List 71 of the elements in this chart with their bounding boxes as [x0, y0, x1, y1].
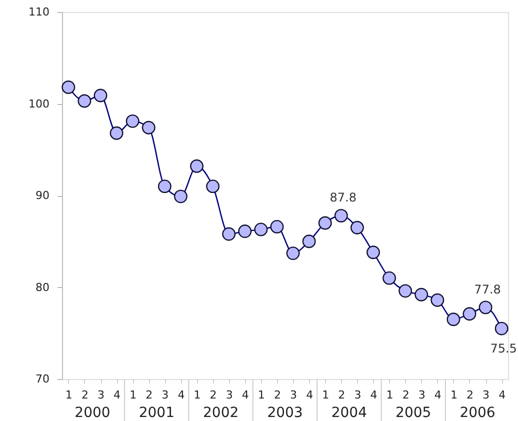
- y-tick-label: 90: [36, 189, 50, 202]
- x-tick-label: 4: [178, 388, 185, 402]
- point: [318, 216, 332, 230]
- x-tick-label: 1: [65, 388, 72, 402]
- text: 2003: [267, 405, 303, 421]
- x-tick-label: 4: [306, 388, 314, 402]
- point: [254, 222, 268, 236]
- x-tick-label: 2: [402, 388, 410, 402]
- x-tick-label: 1: [450, 388, 458, 402]
- point: [222, 227, 236, 241]
- point: [190, 159, 204, 173]
- data-label: 75.5: [490, 342, 517, 356]
- point: [142, 120, 156, 134]
- x-tick-label: 1: [130, 388, 137, 402]
- text: 2000: [74, 405, 110, 421]
- text: 2002: [203, 405, 239, 421]
- point: [94, 88, 108, 102]
- point: [126, 114, 140, 128]
- point: [414, 288, 428, 302]
- x-tick-label: 4: [370, 388, 378, 402]
- x-tick-label: 2: [274, 388, 281, 402]
- point: [206, 180, 220, 194]
- point: [62, 80, 76, 94]
- x-tick-label: 2: [81, 388, 88, 402]
- point: [446, 312, 460, 326]
- x-tick-label: 4: [498, 388, 506, 402]
- x-tick-label: 3: [418, 388, 426, 402]
- x-tick-label: 3: [98, 388, 105, 402]
- point: [78, 94, 92, 108]
- y-tick-label: 80: [36, 280, 50, 294]
- data-label: 77.8: [474, 282, 501, 296]
- text: 2004: [331, 405, 368, 421]
- x-tick-label: 2: [210, 388, 217, 402]
- point: [334, 208, 348, 222]
- x-tick-label: 2: [466, 388, 474, 402]
- text: 2005: [396, 405, 432, 421]
- x-tick-label: 3: [162, 388, 169, 402]
- x-tick-label: 2: [146, 388, 153, 402]
- point: [494, 322, 508, 336]
- point: [158, 180, 172, 194]
- x-tick-label: 4: [114, 388, 121, 402]
- point: [350, 220, 364, 234]
- point: [302, 234, 316, 248]
- x-tick-label: 1: [386, 388, 394, 402]
- text: 2006: [460, 405, 496, 421]
- x-tick-label: 4: [434, 388, 442, 402]
- x-tick-label: 3: [226, 388, 233, 402]
- y-tick-label: 100: [28, 97, 50, 110]
- x-tick-label: 1: [258, 388, 265, 402]
- y-tick-label: 70: [36, 372, 50, 386]
- point: [430, 293, 444, 307]
- x-tick-label: 2: [338, 388, 346, 402]
- x-tick-label: 3: [354, 388, 362, 402]
- x-tick-label: 4: [242, 388, 249, 402]
- x-tick-label: 3: [482, 388, 490, 402]
- point: [238, 224, 252, 238]
- point: [286, 246, 300, 260]
- point: [382, 271, 396, 285]
- point: [110, 126, 124, 140]
- x-tick-label: 3: [290, 388, 298, 402]
- text: 2001: [138, 405, 174, 421]
- data-label: 87.8: [330, 190, 357, 205]
- point: [366, 246, 380, 260]
- point: [270, 220, 284, 234]
- x-tick-label: 1: [194, 388, 201, 402]
- point: [478, 300, 492, 314]
- point: [398, 284, 412, 298]
- x-tick-label: 1: [322, 388, 330, 402]
- point: [174, 190, 188, 204]
- point: [462, 307, 476, 321]
- y-tick-label: 110: [28, 6, 50, 18]
